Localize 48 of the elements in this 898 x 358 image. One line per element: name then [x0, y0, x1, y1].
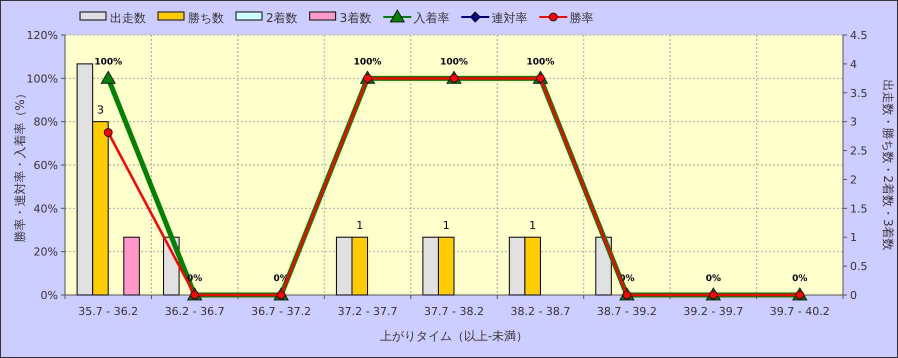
y-tick-label: 80%: [34, 116, 58, 129]
data-label: 1: [442, 219, 450, 232]
y2-tick-label: 3: [850, 116, 857, 129]
x-tick-label: 36.2 - 36.7: [164, 305, 225, 318]
data-label: 0%: [792, 274, 808, 284]
data-label: 3: [96, 104, 104, 117]
legend-label: 出走数: [110, 11, 146, 25]
x-tick-label: 38.7 - 39.2: [596, 305, 657, 318]
data-label: 0%: [706, 274, 721, 284]
y2-tick-label: 1.5: [850, 202, 868, 216]
x-tick-label: 35.7 - 36.2: [78, 305, 138, 318]
x-tick-label: 38.2 - 38.7: [510, 305, 570, 318]
data-label: 100%: [354, 57, 382, 68]
y-tick-label: 20%: [34, 246, 58, 259]
x-tick-label: 37.2 - 37.7: [338, 305, 398, 318]
data-label: 100%: [440, 57, 468, 68]
x-tick-label: 36.7 - 37.2: [251, 305, 312, 318]
legend-label: 2着数: [266, 11, 298, 25]
y-axis-title: 勝率・連対率・入着率（%）: [13, 87, 27, 243]
legend-label: 勝ち数: [188, 11, 224, 25]
legend-label: 3着数: [340, 11, 372, 25]
y2-tick-label: 0: [850, 289, 857, 302]
legend-label: 連対率: [491, 11, 528, 25]
x-axis-title: 上がりタイム（以上-未満）: [380, 329, 528, 343]
x-tick-label: 39.7 - 40.2: [770, 305, 830, 318]
y2-tick-label: 4.5: [850, 29, 868, 42]
data-label: 100%: [526, 57, 554, 68]
y2-tick-label: 2: [850, 173, 857, 186]
x-tick-label: 37.7 - 38.2: [424, 305, 484, 318]
x-tick-label: 39.2 - 39.7: [683, 305, 744, 318]
data-label: 100%: [94, 57, 122, 68]
data-label: 1: [356, 219, 364, 232]
point: [104, 128, 113, 137]
y-tick-label: 100%: [26, 72, 58, 86]
y2-tick-label: 4: [850, 58, 857, 71]
y-tick-label: 60%: [34, 159, 58, 172]
y-tick-label: 120%: [26, 29, 58, 42]
y2-tick-label: 1: [850, 231, 857, 244]
y2-tick-label: 2.5: [850, 144, 868, 158]
y-tick-label: 40%: [34, 202, 58, 216]
y2-tick-label: 0.5: [850, 260, 868, 274]
y2-axis-title: 出走数・勝ち数・2着数・3着数: [881, 79, 895, 251]
data-label: 1: [529, 219, 536, 232]
point: [100, 70, 116, 84]
y2-tick-label: 3.5: [850, 86, 868, 100]
legend-label: 入着率: [413, 11, 450, 25]
legend-label: 勝率: [569, 11, 594, 25]
y-tick-label: 0%: [40, 289, 58, 302]
